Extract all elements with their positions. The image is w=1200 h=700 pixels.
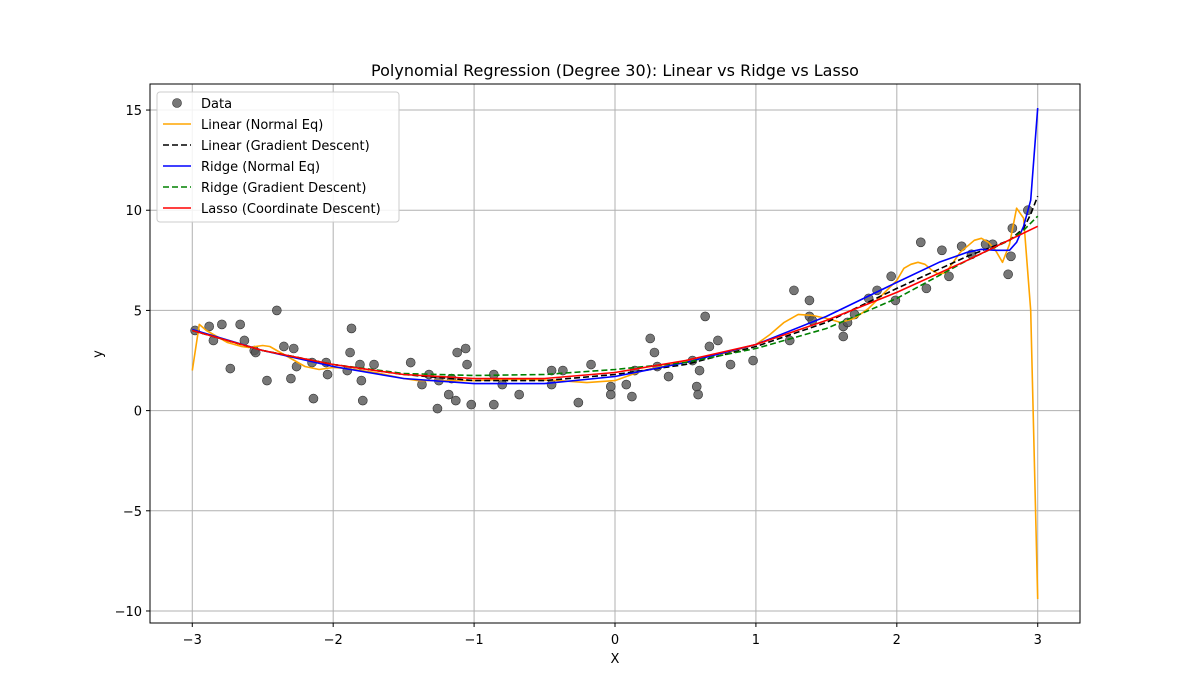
chart-title: Polynomial Regression (Degree 30): Linea… xyxy=(371,61,859,80)
data-point xyxy=(346,323,357,334)
data-point xyxy=(691,381,702,392)
data-point xyxy=(272,305,282,316)
data-point xyxy=(693,389,703,400)
grid xyxy=(150,84,1080,623)
data-point xyxy=(713,335,723,346)
data-point xyxy=(573,397,584,408)
x-ticks: −3 −2 −1 0 1 2 3 xyxy=(183,623,1042,648)
legend-label: Linear (Gradient Descent) xyxy=(201,139,370,154)
plot-frame xyxy=(149,83,1081,624)
data-point xyxy=(357,395,368,406)
data-point xyxy=(546,379,557,390)
legend-label: Linear (Normal Eq) xyxy=(201,118,323,133)
data-point xyxy=(417,379,427,390)
y-ticks: −10 −5 0 5 10 15 xyxy=(115,104,150,620)
y-tick-label: −5 xyxy=(123,505,142,520)
legend: Data Linear (Normal Eq) Linear (Gradient D… xyxy=(156,91,400,223)
data-point xyxy=(886,271,896,282)
data-point xyxy=(704,341,715,352)
legend-label: Lasso (Coordinate Descent) xyxy=(201,202,381,217)
data-point xyxy=(546,365,557,376)
series-lines xyxy=(191,107,1039,600)
data-point xyxy=(937,245,947,256)
x-tick-label: 1 xyxy=(752,633,760,648)
data-point xyxy=(838,331,849,342)
x-tick-label: 2 xyxy=(893,633,901,648)
data-point xyxy=(944,271,954,282)
y-tick-label: 0 xyxy=(134,405,142,420)
data-scatter xyxy=(190,205,1033,414)
data-point xyxy=(514,389,524,400)
data-point xyxy=(804,295,815,306)
series-line xyxy=(192,107,1039,385)
data-point xyxy=(460,343,471,354)
data-point xyxy=(725,359,736,370)
legend-label: Ridge (Gradient Descent) xyxy=(201,181,366,196)
data-point xyxy=(345,347,355,358)
data-point xyxy=(605,381,616,392)
data-point xyxy=(286,373,296,384)
data-point xyxy=(322,369,333,380)
data-point xyxy=(405,357,416,368)
data-point xyxy=(586,359,596,370)
x-axis-label: X xyxy=(611,652,620,667)
data-point xyxy=(621,379,632,390)
data-point xyxy=(369,359,379,370)
data-point xyxy=(452,347,462,358)
data-point xyxy=(308,393,319,404)
data-point xyxy=(288,343,299,354)
y-tick-label: 15 xyxy=(125,104,142,119)
x-tick-label: −1 xyxy=(465,633,484,648)
legend-box xyxy=(156,91,400,223)
data-point xyxy=(262,375,272,386)
data-point xyxy=(649,347,660,358)
data-point xyxy=(489,399,499,410)
data-point xyxy=(279,341,289,352)
data-point xyxy=(497,379,508,390)
data-point xyxy=(748,355,758,366)
data-point xyxy=(627,391,637,402)
data-point xyxy=(789,285,799,296)
x-tick-label: −3 xyxy=(183,633,202,648)
data-point xyxy=(1003,269,1013,280)
data-point xyxy=(356,375,367,386)
data-point xyxy=(694,365,705,376)
series-line xyxy=(192,225,1039,380)
data-point xyxy=(605,389,616,400)
legend-label: Ridge (Normal Eq) xyxy=(201,160,320,175)
legend-marker xyxy=(172,98,182,108)
data-point xyxy=(443,389,454,400)
data-point xyxy=(450,395,461,406)
data-point xyxy=(225,363,236,374)
data-point xyxy=(462,359,472,370)
legend-label: Data xyxy=(201,97,232,112)
y-tick-label: −10 xyxy=(115,605,142,620)
x-tick-label: 0 xyxy=(611,633,619,648)
y-tick-label: 5 xyxy=(134,304,142,319)
data-point xyxy=(432,403,443,414)
data-point xyxy=(204,321,214,332)
data-point xyxy=(700,311,710,322)
data-point xyxy=(217,319,227,330)
data-point xyxy=(235,319,245,330)
y-axis-label: y xyxy=(91,350,106,358)
data-point xyxy=(663,371,674,382)
data-point xyxy=(1006,251,1016,262)
x-tick-label: −2 xyxy=(324,633,343,648)
x-tick-label: 3 xyxy=(1034,633,1042,648)
data-point xyxy=(645,333,656,344)
y-tick-label: 10 xyxy=(125,204,142,219)
data-point xyxy=(466,399,477,410)
data-point xyxy=(921,283,932,294)
data-point xyxy=(915,237,926,248)
